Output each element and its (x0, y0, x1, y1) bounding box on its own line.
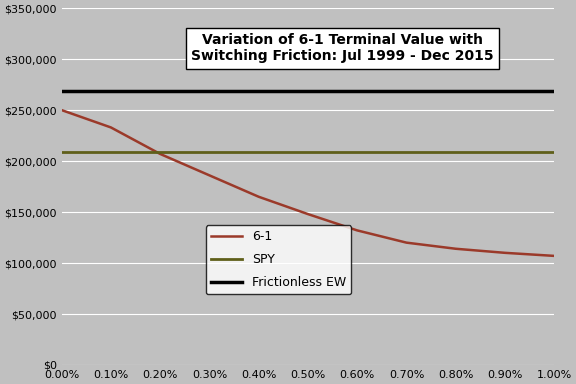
6-1 (157, 152, 164, 156)
6-1 (305, 212, 312, 217)
Legend: 6-1, SPY, Frictionless EW: 6-1, SPY, Frictionless EW (206, 225, 351, 295)
6-1 (551, 253, 558, 258)
6-1 (452, 247, 459, 251)
6-1 (206, 173, 213, 178)
6-1 (354, 228, 361, 233)
6-1 (108, 125, 115, 130)
6-1 (255, 194, 262, 199)
6-1 (502, 250, 509, 255)
Line: 6-1: 6-1 (62, 110, 554, 256)
6-1 (403, 240, 410, 245)
Text: Variation of 6-1 Terminal Value with
Switching Friction: Jul 1999 - Dec 2015: Variation of 6-1 Terminal Value with Swi… (191, 33, 494, 63)
6-1 (58, 108, 65, 113)
